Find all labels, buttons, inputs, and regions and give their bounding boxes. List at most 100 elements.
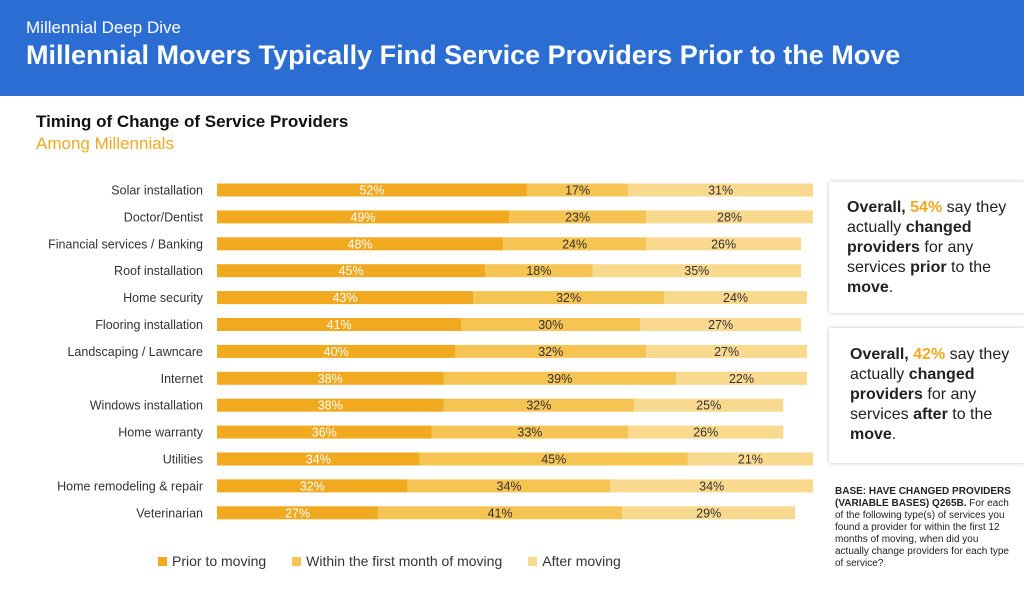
bar-segment — [377, 506, 623, 520]
callout-bold: prior — [910, 259, 947, 276]
bar-segment — [628, 183, 813, 197]
bar-segment — [526, 183, 629, 197]
chart-subtitle: Among Millennials — [36, 134, 174, 153]
bar-segment — [217, 264, 486, 278]
data-label: 32% — [526, 399, 551, 413]
data-label: 34% — [306, 453, 331, 467]
callout-percent: 54% — [910, 199, 943, 216]
bar-segment — [217, 183, 527, 197]
legend-label-prior: Prior to moving — [172, 553, 267, 569]
bar-segment — [217, 452, 420, 466]
data-label: 32% — [300, 479, 325, 493]
bar-segment — [640, 318, 802, 331]
bar-segment — [646, 344, 808, 358]
callout-text: for any services — [847, 239, 974, 276]
callout-prefix: Overall, — [847, 199, 911, 216]
bar-segment — [217, 425, 432, 439]
bar-segment — [217, 318, 462, 331]
data-label: 41% — [488, 506, 513, 520]
bar-segment — [628, 425, 784, 439]
category-label: Solar installation — [111, 184, 203, 198]
callout-prefix: Overall, — [850, 346, 914, 363]
data-label: 29% — [696, 506, 721, 520]
bar-segment — [217, 237, 504, 251]
data-label: 31% — [708, 184, 733, 198]
bar-segment — [217, 371, 444, 385]
data-label: 45% — [339, 264, 364, 278]
data-label: 27% — [714, 345, 739, 359]
data-label: 32% — [556, 291, 581, 305]
data-label: 22% — [729, 372, 754, 386]
header-kicker: Millennial Deep Dive — [26, 18, 181, 37]
bar-segment — [509, 210, 647, 224]
bar-segment — [646, 237, 802, 251]
callout-text: to the — [946, 259, 992, 276]
callout-text: . — [891, 426, 897, 443]
bar-segment — [610, 479, 813, 493]
data-label: 34% — [699, 479, 724, 493]
data-label: 27% — [708, 318, 733, 332]
data-label: 39% — [547, 372, 572, 386]
callout-after: Overall, 42% say they actually changed p… — [829, 328, 1024, 463]
legend-item-after: After moving — [528, 553, 621, 569]
callout-text: to the — [947, 406, 993, 423]
callout-percent: 42% — [913, 346, 946, 363]
bar-segment — [646, 210, 813, 224]
legend-swatch-after — [528, 556, 538, 566]
bar-segment — [622, 506, 796, 520]
data-label: 24% — [723, 291, 748, 305]
category-label: Financial services / Banking — [48, 237, 203, 251]
data-label: 35% — [684, 264, 709, 278]
bar-segment — [217, 210, 510, 224]
data-label: 38% — [318, 372, 343, 386]
legend-swatch-prior — [158, 556, 167, 566]
data-label: 27% — [285, 506, 310, 520]
callout-text: say they actually — [847, 199, 1007, 236]
data-label: 28% — [717, 210, 742, 224]
bar-segment — [217, 398, 444, 412]
callout-bold: changed providers — [847, 219, 972, 256]
data-label: 52% — [359, 184, 384, 198]
bar-segment — [664, 291, 808, 305]
callout-text: . — [888, 279, 894, 296]
bar-segment — [634, 398, 784, 412]
data-label: 32% — [538, 345, 563, 359]
data-label: 33% — [517, 426, 542, 440]
callout-bold: changed providers — [850, 366, 975, 403]
bar-segment — [455, 344, 647, 358]
data-label: 24% — [562, 237, 587, 251]
data-label: 23% — [565, 210, 590, 224]
callout-text: say they actually — [850, 346, 1010, 383]
bar-segment — [687, 452, 813, 466]
bar-segment — [217, 506, 378, 520]
data-label: 25% — [696, 399, 721, 413]
legend-swatch-first-month — [292, 556, 302, 566]
callout-bold: move — [850, 426, 892, 443]
data-label: 43% — [333, 291, 358, 305]
category-label: Home warranty — [118, 426, 203, 440]
category-label: Home remodeling & repair — [57, 479, 203, 493]
data-label: 30% — [538, 318, 563, 332]
category-label: Doctor/Dentist — [124, 210, 204, 224]
bar-segment — [419, 452, 688, 466]
data-label: 49% — [351, 210, 376, 224]
data-label: 26% — [711, 237, 736, 251]
base-note: BASE: HAVE CHANGED PROVIDERS (VARIABLE B… — [835, 486, 1015, 570]
bar-segment — [461, 318, 641, 331]
legend-label-first-month: Within the first month of moving — [306, 553, 503, 569]
bar-segment — [675, 371, 808, 385]
base-note-bold: BASE: HAVE CHANGED PROVIDERS (VARIABLE B… — [835, 486, 1011, 509]
base-note-text: For each of the following type(s) of ser… — [835, 498, 1009, 569]
bar-segment — [431, 425, 629, 439]
bar-segment — [473, 291, 664, 305]
bar-segment — [592, 264, 802, 278]
category-label: Flooring installation — [95, 318, 203, 332]
data-label: 17% — [565, 184, 590, 198]
data-label: 26% — [693, 426, 718, 440]
chart-legend: Prior to moving Within the first month o… — [158, 551, 647, 571]
bar-segment — [217, 291, 474, 305]
data-label: 18% — [526, 264, 551, 278]
bar-segment — [443, 371, 676, 385]
stacked-bar-chart: Solar installation 52% 17% 31% Doctor/Dentis… — [48, 183, 813, 520]
category-label: Utilities — [163, 453, 203, 467]
